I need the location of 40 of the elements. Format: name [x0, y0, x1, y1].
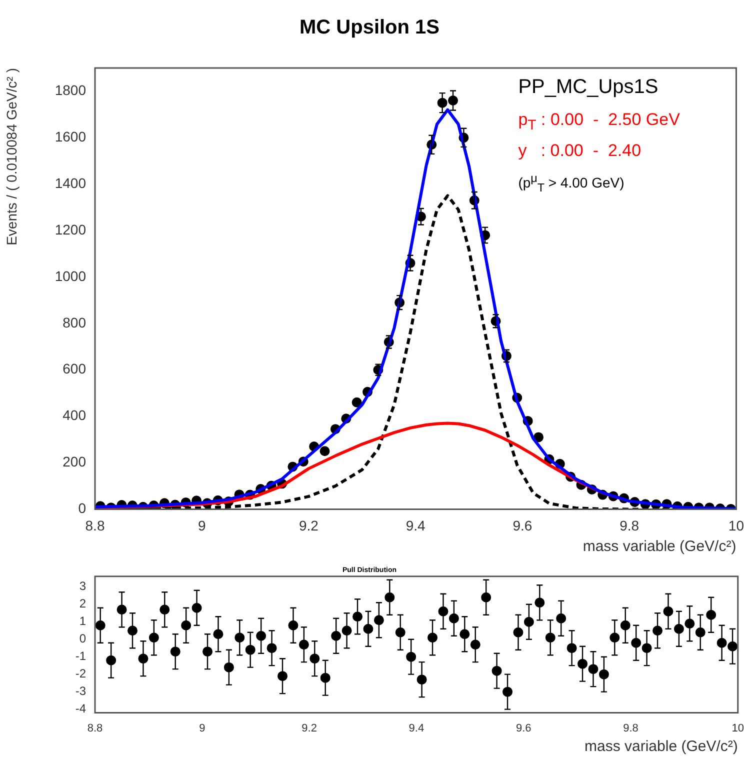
x-tick-label: 9 [199, 722, 206, 734]
annotation: y : 0.00 - 2.40 [518, 141, 642, 161]
chart-title: MC Upsilon 1S [299, 16, 440, 39]
y-tick-label: 1600 [54, 128, 86, 145]
y-tick-label: 2 [79, 596, 86, 611]
y-tick-label: 1400 [54, 174, 86, 191]
y-tick-label: 0 [78, 500, 86, 516]
y-tick-label: -3 [75, 684, 86, 698]
y-tick-label: 800 [62, 314, 86, 330]
y-tick-label: 200 [62, 454, 86, 470]
x-tick-label: 8.8 [87, 722, 103, 734]
y-tick-label: 1000 [54, 268, 86, 284]
annotation: PP_MC_Ups1S [518, 76, 658, 99]
y-tick-label: 400 [62, 407, 86, 424]
x-axis-title: mass variable (GeV/c²) [584, 738, 738, 756]
y-tick-label: -4 [75, 702, 86, 716]
x-axis-title: mass variable (GeV/c²) [582, 538, 736, 556]
y-tick-label: -1 [75, 649, 86, 664]
y-tick-label: 3 [79, 579, 86, 594]
y-tick-label: 600 [62, 360, 86, 377]
x-tick-label: 10 [728, 517, 744, 534]
y-tick-label: 1 [79, 614, 86, 628]
annotation: (p$^{μ}$$_{T}$ > 4.00 GeV) [518, 172, 624, 194]
x-tick-label: 8.8 [85, 517, 105, 534]
x-tick-label: 9.6 [512, 517, 532, 534]
y-axis-title: Events / ( 0.010084 GeV/c² ) [3, 68, 20, 246]
x-tick-label: 9.8 [623, 722, 638, 734]
x-tick-label: 9.6 [516, 722, 532, 734]
annotation: p$_{T}$ : 0.00 - 2.50 GeV [518, 110, 680, 134]
x-tick-label: 9.8 [620, 517, 640, 534]
x-tick-label: 9.4 [406, 517, 426, 534]
y-tick-label: 1800 [54, 82, 86, 98]
x-tick-label: 9.4 [408, 722, 424, 734]
y-tick-label: 0 [79, 632, 86, 646]
x-tick-label: 9 [198, 517, 206, 534]
x-tick-label: 9.2 [299, 517, 319, 534]
y-tick-label: 1200 [54, 221, 86, 238]
y-tick-label: -2 [75, 666, 86, 681]
x-tick-label: 10 [732, 722, 744, 734]
x-tick-label: 9.2 [302, 722, 317, 734]
